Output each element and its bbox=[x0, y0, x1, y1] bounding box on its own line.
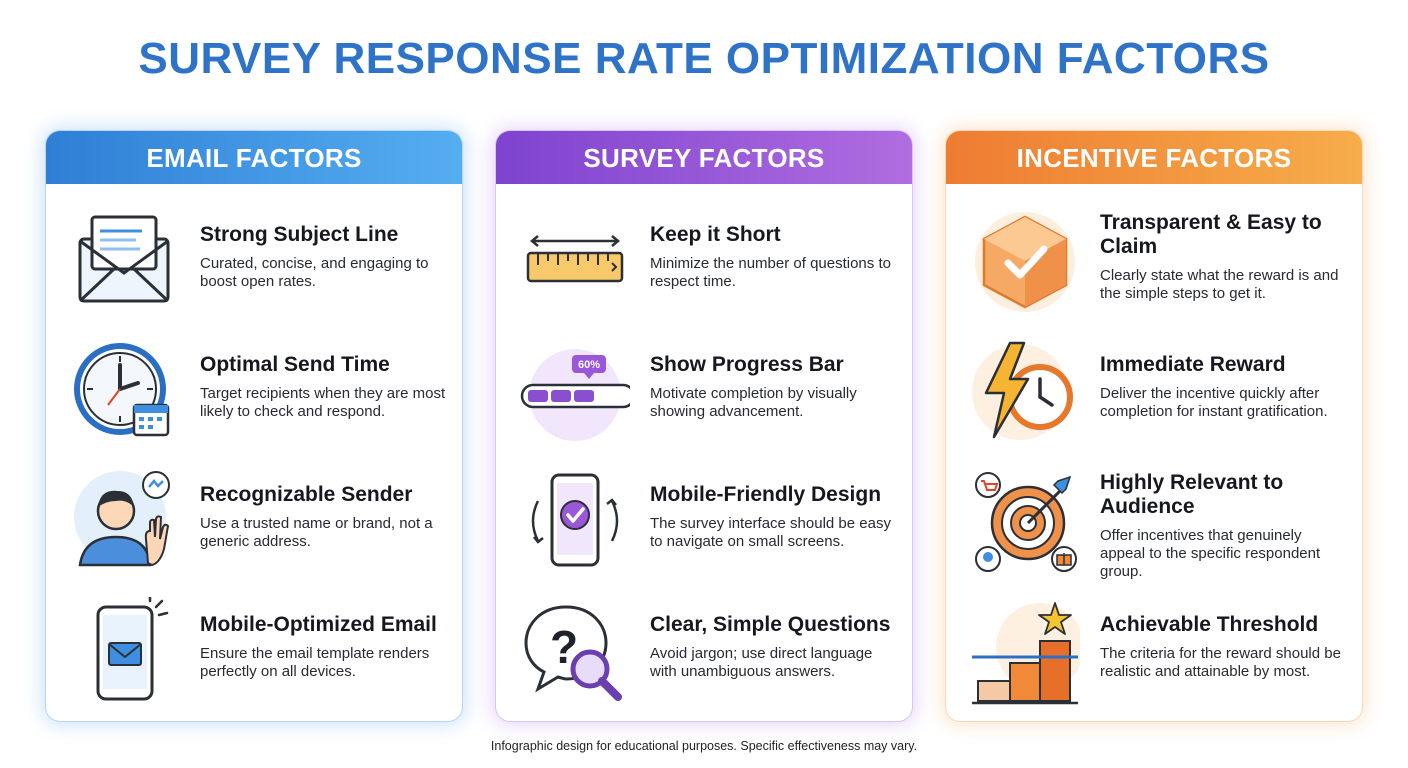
factor-immediate-reward: Immediate Reward Deliver the incentive q… bbox=[946, 333, 1362, 453]
target-arrow-icon bbox=[970, 467, 1080, 577]
factor-clear-simple-questions: ? Clear, Simple Questions Avoid jargon; … bbox=[496, 593, 912, 713]
factor-title: Keep it Short bbox=[650, 223, 781, 246]
factor-description: Offer incentives that genuinely appeal t… bbox=[1100, 527, 1321, 580]
factor-achievable-threshold: Achievable Threshold The criteria for th… bbox=[946, 593, 1362, 713]
bar-star-icon bbox=[970, 597, 1080, 707]
factor-title: Recognizable Sender bbox=[200, 483, 413, 506]
footnote: Infographic design for educational purpo… bbox=[490, 739, 918, 753]
waving-person-icon bbox=[70, 467, 180, 577]
incentive-factors-panel: INCENTIVE FACTORS Transparent & Easy to … bbox=[946, 131, 1362, 721]
email-factors-header: EMAIL FACTORS bbox=[46, 131, 462, 184]
factor-description: Use a trusted name or brand, not a gener… bbox=[200, 515, 433, 550]
factor-description: Clearly state what the reward is and the… bbox=[1100, 267, 1339, 302]
factor-transparent-easy-to-claim: Transparent & Easy to Claim Clearly stat… bbox=[946, 203, 1362, 323]
phone-mail-icon bbox=[70, 597, 180, 707]
checkbox-cube-icon bbox=[970, 207, 1080, 317]
factor-description: Ensure the email template renders perfec… bbox=[200, 645, 430, 680]
factor-title: Transparent & Easy to Claim bbox=[1100, 211, 1322, 258]
factor-description: Curated, concise, and engaging to boost … bbox=[200, 255, 429, 290]
factor-title: Achievable Threshold bbox=[1100, 613, 1319, 636]
phone-check-icon bbox=[520, 467, 630, 577]
page-title: SURVEY RESPONSE RATE OPTIMIZATION FACTOR… bbox=[138, 34, 1270, 83]
clock-calendar-icon bbox=[70, 337, 180, 447]
factor-description: Avoid jargon; use direct language with u… bbox=[650, 645, 873, 680]
ruler-icon bbox=[520, 207, 630, 317]
factor-description: Motivate completion by visually showing … bbox=[650, 385, 857, 420]
factor-title: Immediate Reward bbox=[1100, 353, 1286, 376]
survey-factors-header: SURVEY FACTORS bbox=[496, 131, 912, 184]
factor-title: Mobile-Friendly Design bbox=[650, 483, 882, 506]
factor-mobile-friendly-design: Mobile-Friendly Design The survey interf… bbox=[496, 463, 912, 583]
factor-optimal-send-time: Optimal Send Time Target recipients when… bbox=[46, 333, 462, 453]
lightning-clock-icon bbox=[970, 337, 1080, 447]
email-factors-panel: EMAIL FACTORS Strong Subject Line Curate… bbox=[46, 131, 462, 721]
envelope-icon bbox=[70, 207, 180, 317]
factor-title: Highly Relevant to Audience bbox=[1100, 471, 1284, 518]
question-magnifier-icon: ? bbox=[520, 597, 630, 707]
factor-mobile-optimized-email: Mobile-Optimized Email Ensure the email … bbox=[46, 593, 462, 713]
factor-description: The criteria for the reward should be re… bbox=[1100, 645, 1341, 680]
factor-description: The survey interface should be easy to n… bbox=[650, 515, 891, 550]
factor-description: Target recipients when they are most lik… bbox=[200, 385, 446, 420]
factor-title: Mobile-Optimized Email bbox=[200, 613, 437, 636]
factor-description: Deliver the incentive quickly after comp… bbox=[1100, 385, 1328, 420]
factor-strong-subject-line: Strong Subject Line Curated, concise, an… bbox=[46, 203, 462, 323]
factor-recognizable-sender: Recognizable Sender Use a trusted name o… bbox=[46, 463, 462, 583]
factor-title: Show Progress Bar bbox=[650, 353, 844, 376]
factor-keep-it-short: Keep it Short Minimize the number of que… bbox=[496, 203, 912, 323]
factor-title: Strong Subject Line bbox=[200, 223, 399, 246]
factor-description: Minimize the number of questions to resp… bbox=[650, 255, 891, 290]
progress-badge-text: 60% bbox=[578, 359, 600, 371]
incentive-factors-header: INCENTIVE FACTORS bbox=[946, 131, 1362, 184]
factor-title: Optimal Send Time bbox=[200, 353, 390, 376]
factor-show-progress-bar: 60% Show Progress Bar Motivate completio… bbox=[496, 333, 912, 453]
survey-factors-panel: SURVEY FACTORS Keep it Short Minimize th… bbox=[496, 131, 912, 721]
progress-bar-icon: 60% bbox=[520, 337, 630, 447]
factor-highly-relevant-to-audience: Highly Relevant to Audience Offer incent… bbox=[946, 463, 1362, 583]
factor-title: Clear, Simple Questions bbox=[650, 613, 891, 636]
